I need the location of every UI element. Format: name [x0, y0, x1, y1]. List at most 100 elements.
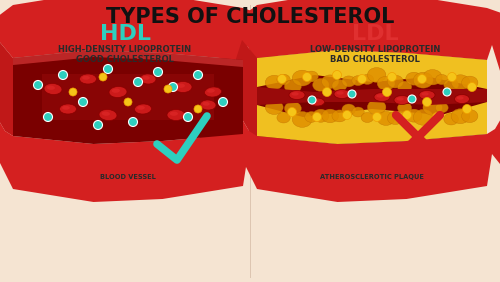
Ellipse shape [374, 92, 390, 102]
Ellipse shape [372, 113, 382, 122]
Ellipse shape [128, 118, 138, 127]
Ellipse shape [388, 112, 404, 124]
Ellipse shape [168, 83, 177, 91]
Ellipse shape [99, 73, 107, 81]
Ellipse shape [322, 87, 332, 96]
Ellipse shape [342, 104, 355, 115]
Polygon shape [0, 40, 13, 136]
Ellipse shape [444, 113, 458, 125]
Ellipse shape [140, 74, 156, 84]
Ellipse shape [377, 76, 394, 90]
Ellipse shape [112, 89, 120, 93]
Ellipse shape [94, 120, 102, 129]
Polygon shape [227, 40, 257, 136]
Ellipse shape [310, 98, 324, 106]
Ellipse shape [394, 96, 410, 105]
Polygon shape [13, 50, 243, 67]
Ellipse shape [422, 98, 432, 107]
Ellipse shape [332, 110, 347, 122]
Ellipse shape [289, 91, 305, 100]
Ellipse shape [47, 85, 55, 90]
Ellipse shape [164, 85, 172, 93]
Ellipse shape [200, 100, 216, 110]
Ellipse shape [352, 76, 364, 85]
Polygon shape [257, 50, 487, 89]
Polygon shape [257, 102, 487, 144]
Ellipse shape [332, 70, 342, 80]
Ellipse shape [109, 87, 127, 98]
Polygon shape [42, 74, 214, 120]
Ellipse shape [336, 91, 344, 95]
Ellipse shape [436, 103, 448, 113]
Ellipse shape [423, 100, 442, 115]
Ellipse shape [194, 105, 202, 113]
Ellipse shape [414, 72, 433, 88]
Ellipse shape [104, 65, 112, 74]
Polygon shape [257, 50, 487, 144]
Polygon shape [257, 134, 487, 202]
Ellipse shape [284, 102, 302, 115]
Ellipse shape [368, 68, 386, 82]
Ellipse shape [177, 83, 185, 88]
Ellipse shape [312, 100, 318, 103]
Ellipse shape [170, 112, 178, 116]
Ellipse shape [382, 87, 392, 96]
Ellipse shape [305, 112, 318, 122]
Ellipse shape [292, 70, 312, 86]
Ellipse shape [334, 89, 350, 98]
Ellipse shape [462, 109, 478, 123]
Ellipse shape [78, 98, 88, 107]
Ellipse shape [376, 94, 384, 98]
Ellipse shape [422, 92, 428, 96]
Ellipse shape [202, 102, 209, 106]
Ellipse shape [444, 79, 458, 91]
Ellipse shape [278, 74, 286, 83]
Text: GOOD CHOLESTEROL: GOOD CHOLESTEROL [76, 56, 174, 65]
Ellipse shape [167, 109, 185, 120]
Ellipse shape [266, 100, 283, 114]
Ellipse shape [277, 112, 290, 123]
Ellipse shape [69, 88, 77, 96]
Ellipse shape [408, 95, 416, 103]
Ellipse shape [124, 98, 132, 106]
Ellipse shape [312, 78, 329, 91]
Ellipse shape [352, 107, 364, 117]
Ellipse shape [388, 75, 404, 88]
Ellipse shape [207, 89, 215, 93]
Ellipse shape [322, 75, 338, 89]
Ellipse shape [288, 107, 296, 116]
Text: BAD CHOLESTEROL: BAD CHOLESTEROL [330, 56, 420, 65]
Text: LDL: LDL [352, 24, 399, 44]
Polygon shape [13, 134, 243, 202]
Ellipse shape [60, 104, 76, 114]
Ellipse shape [308, 96, 316, 104]
Ellipse shape [142, 76, 150, 80]
Polygon shape [0, 5, 13, 189]
Text: LOW-DENSITY LIPOPROTEIN: LOW-DENSITY LIPOPROTEIN [310, 45, 440, 54]
Polygon shape [257, 87, 487, 105]
Ellipse shape [322, 109, 338, 123]
Ellipse shape [305, 71, 318, 82]
Ellipse shape [194, 70, 202, 80]
Ellipse shape [137, 106, 145, 110]
Text: ATHEROSCLEROTIC PLAQUE: ATHEROSCLEROTIC PLAQUE [320, 174, 424, 180]
Ellipse shape [448, 72, 456, 81]
Ellipse shape [443, 88, 451, 96]
Ellipse shape [436, 74, 448, 85]
Ellipse shape [292, 92, 298, 96]
Ellipse shape [312, 109, 329, 122]
Ellipse shape [396, 97, 404, 101]
Text: BLOOD VESSEL: BLOOD VESSEL [100, 174, 156, 180]
Ellipse shape [451, 75, 470, 90]
Ellipse shape [34, 80, 42, 89]
Ellipse shape [406, 72, 422, 85]
Ellipse shape [80, 74, 96, 84]
Ellipse shape [454, 94, 469, 103]
Ellipse shape [62, 106, 70, 110]
Ellipse shape [468, 83, 476, 91]
Ellipse shape [292, 111, 312, 127]
Polygon shape [197, 5, 257, 189]
Ellipse shape [204, 87, 222, 97]
Ellipse shape [266, 75, 283, 90]
Ellipse shape [406, 109, 422, 122]
